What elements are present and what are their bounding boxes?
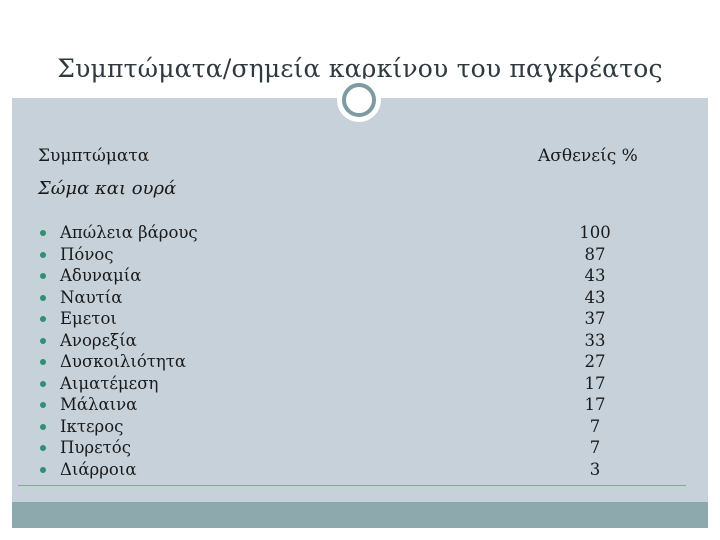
list-item: Ικτερος <box>38 416 198 438</box>
percent-value: 27 <box>584 352 606 371</box>
symptom-list: Απώλεια βάρους Πόνος Αδυναμία Ναυτία Εμετοι Α… <box>38 222 198 480</box>
bullet-icon <box>40 445 46 451</box>
symptom-label: Πυρετός <box>60 438 131 457</box>
percent-value: 100 <box>579 223 611 242</box>
content-area <box>12 98 708 502</box>
bullet-icon <box>40 466 46 473</box>
circle-ornament-icon <box>337 78 381 122</box>
bullet-icon <box>40 402 46 408</box>
list-item: Πόνος <box>38 244 198 266</box>
percent-value: 43 <box>584 266 606 285</box>
percent-value: 17 <box>584 373 606 393</box>
percent-value: 7 <box>589 416 601 436</box>
symptom-label: Αδυναμία <box>60 266 142 285</box>
list-item: Εμετοι <box>38 308 198 330</box>
symptom-label: Ανορεξία <box>60 330 137 350</box>
percent-value: 43 <box>584 287 606 307</box>
symptom-label: Διάρροια <box>60 459 137 479</box>
symptom-label: Εμετοι <box>60 309 117 328</box>
percent-value: 7 <box>589 438 601 457</box>
percent-list: 100 87 43 43 37 33 27 17 17 7 7 3 <box>560 222 630 480</box>
list-item: Αδυναμία <box>38 265 198 287</box>
bullet-icon <box>40 251 46 258</box>
percent-value: 37 <box>584 309 606 328</box>
bullet-icon <box>40 337 46 344</box>
list-item: Αιματέμεση <box>38 373 198 395</box>
bullet-icon <box>40 294 46 301</box>
symptom-label: Ικτερος <box>60 416 124 436</box>
percent-value: 17 <box>584 395 606 414</box>
symptom-label: Απώλεια βάρους <box>60 223 198 242</box>
bullet-icon <box>40 423 46 430</box>
list-item: Δυσκοιλιότητα <box>38 351 198 373</box>
percent-value: 87 <box>584 244 606 264</box>
column-header-patients-percent: Ασθενείς % <box>538 146 638 166</box>
bullet-icon <box>40 273 46 279</box>
bullet-icon <box>40 380 46 387</box>
symptom-label: Μάλαινα <box>60 395 138 414</box>
percent-value: 33 <box>584 330 606 350</box>
list-item: Πυρετός <box>38 437 198 459</box>
list-item: Διάρροια <box>38 459 198 481</box>
list-item: Ανορεξία <box>38 330 198 352</box>
list-item: Απώλεια βάρους <box>38 222 198 244</box>
symptom-label: Αιματέμεση <box>60 373 159 393</box>
symptom-label: Πόνος <box>60 244 114 264</box>
list-item: Μάλαινα <box>38 394 198 416</box>
bullet-icon <box>40 359 46 365</box>
bullet-icon <box>40 316 46 322</box>
bullet-icon <box>40 230 46 236</box>
symptom-label: Ναυτία <box>60 287 123 307</box>
list-item: Ναυτία <box>38 287 198 309</box>
footer-bar <box>12 502 708 528</box>
subheader-body-tail: Σώμα και ουρά <box>38 178 177 199</box>
column-header-symptoms: Συμπτώματα <box>38 146 150 166</box>
symptom-label: Δυσκοιλιότητα <box>60 352 187 371</box>
divider-line <box>18 485 686 486</box>
percent-value: 3 <box>589 459 601 479</box>
